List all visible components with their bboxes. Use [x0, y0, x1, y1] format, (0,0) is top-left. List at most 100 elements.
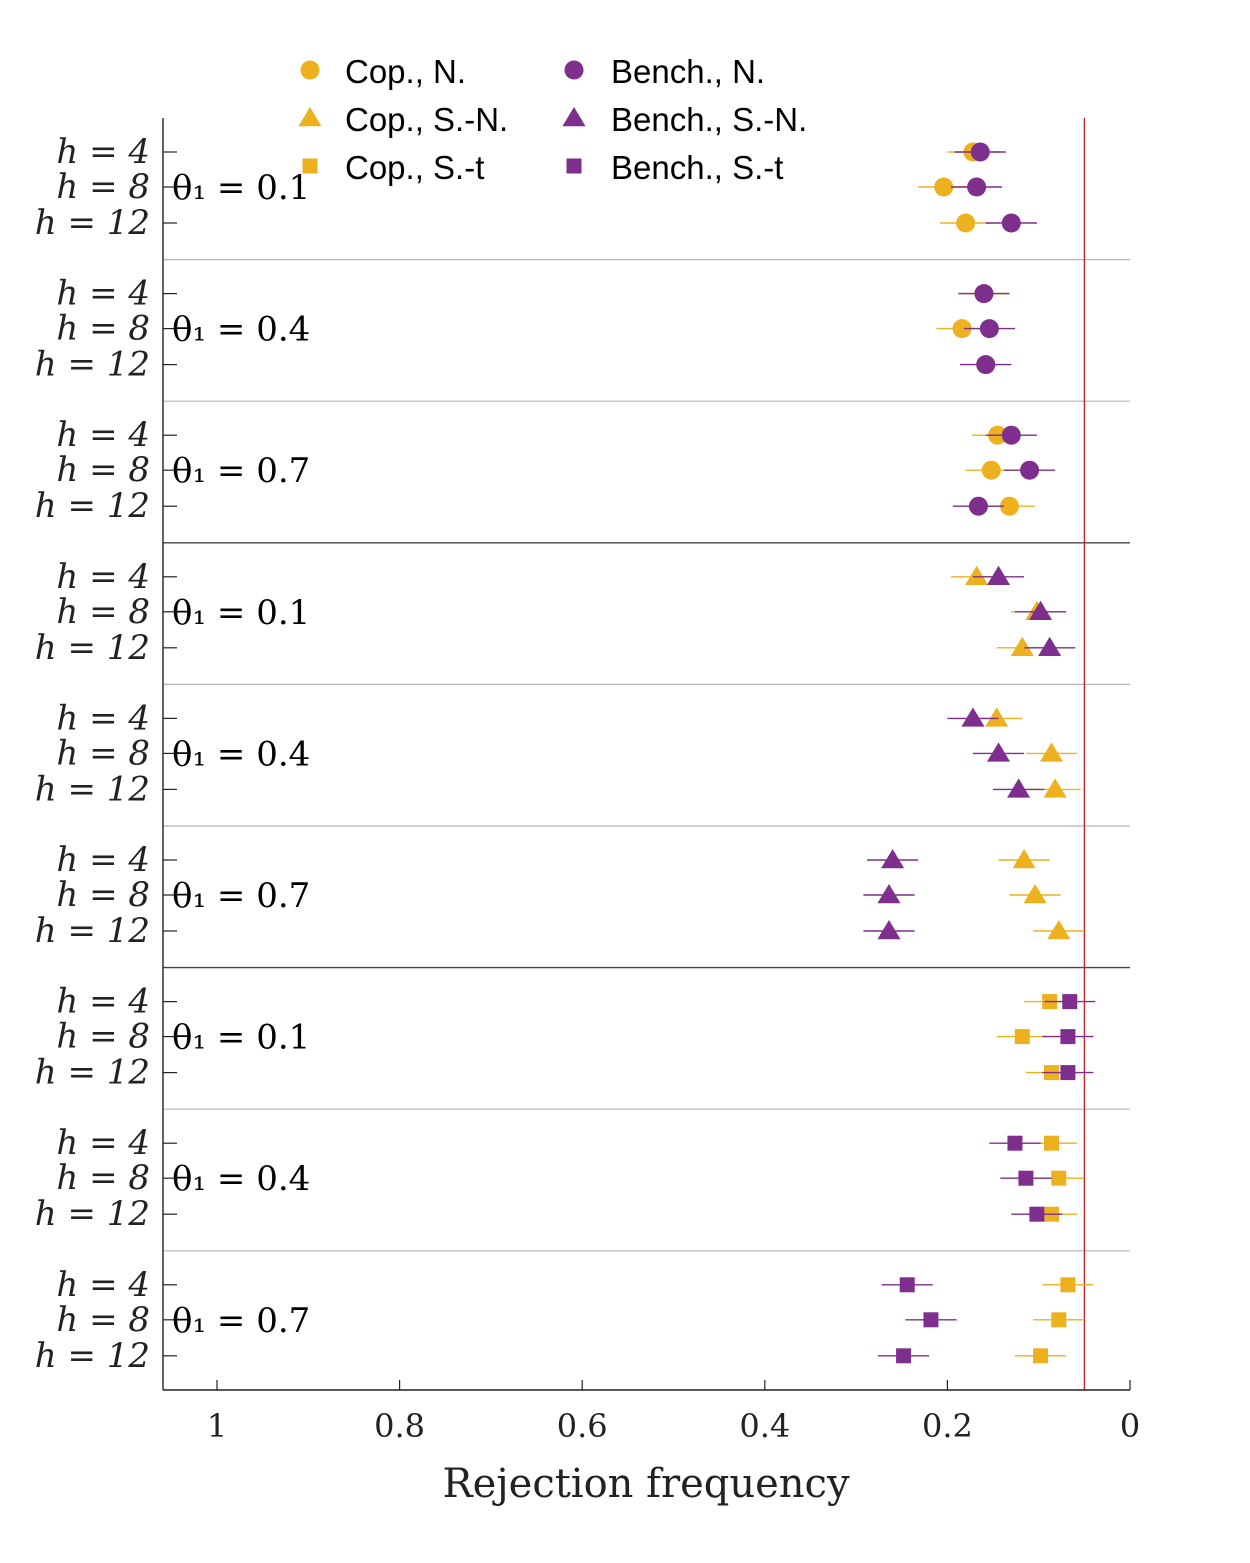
data-point	[952, 319, 972, 339]
legend-item: Bench., S.-t	[566, 149, 783, 186]
legend-item: Cop., S.-t	[302, 149, 484, 186]
y-tick-label: h = 12	[35, 911, 150, 951]
data-point	[1060, 1277, 1076, 1293]
data-point	[961, 707, 985, 727]
y-tick-label: h = 8	[56, 1017, 150, 1057]
data-point	[1023, 884, 1047, 904]
data-point	[956, 213, 976, 233]
y-tick-label: h = 12	[35, 345, 150, 385]
y-tick-label: h = 4	[56, 698, 150, 738]
y-tick-label: h = 4	[56, 132, 150, 172]
data-point	[968, 496, 988, 516]
data-point	[1043, 1135, 1059, 1151]
x-tick-label: 0	[1120, 1407, 1140, 1445]
legend-label: Bench., S.-t	[611, 149, 783, 186]
data-point	[965, 565, 989, 586]
data-point	[974, 284, 994, 304]
y-tick-label: h = 4	[56, 274, 150, 314]
panel	[989, 1135, 1085, 1222]
y-tick-label: h = 8	[56, 875, 150, 915]
data-point	[986, 742, 1011, 762]
y-tick-label: h = 8	[56, 1300, 150, 1340]
panel-separators	[163, 259, 1130, 1252]
data-point	[1039, 742, 1064, 762]
data-point	[1028, 600, 1053, 621]
y-tick-label: h = 12	[35, 1336, 150, 1376]
data-point	[1043, 778, 1067, 798]
legend-label: Bench., N.	[611, 53, 765, 90]
data-point	[1007, 1135, 1023, 1151]
legend-marker	[562, 107, 586, 127]
x-axis: 1 0.8 0.6 0.4 0.2 0	[163, 1380, 1140, 1445]
legend-item: Cop., N.	[300, 53, 466, 90]
data-point	[981, 460, 1001, 480]
x-tick-label: 0.8	[374, 1407, 425, 1445]
legend-marker	[300, 60, 320, 80]
y-tick-label: h = 4	[56, 557, 150, 597]
legend-marker	[298, 107, 322, 127]
theta-label: θ₁ = 0.7	[172, 451, 310, 491]
data-point	[1020, 460, 1040, 480]
data-point	[877, 884, 901, 904]
data-point	[877, 920, 901, 940]
y-tick-label: h = 8	[56, 309, 150, 349]
theta-label: θ₁ = 0.7	[172, 1301, 310, 1341]
y-tick-label: h = 8	[56, 167, 150, 207]
data-point	[1007, 778, 1031, 798]
theta-label: θ₁ = 0.1	[172, 168, 310, 208]
data-point	[1038, 636, 1062, 657]
panel	[947, 707, 1081, 798]
legend: Cop., N. Cop., S.-N. Cop., S.-t Bench., N. B…	[298, 53, 807, 186]
theta-label: θ₁ = 0.1	[172, 1018, 310, 1058]
x-tick-label: 1	[207, 1407, 227, 1445]
data-point	[999, 496, 1019, 516]
data-point	[967, 177, 987, 197]
data-point	[1060, 1065, 1076, 1081]
data-point	[1029, 1206, 1045, 1222]
theta-label: θ₁ = 0.4	[172, 310, 310, 350]
panel	[918, 142, 1037, 233]
data-point	[1018, 1170, 1034, 1186]
legend-label: Cop., N.	[345, 53, 466, 90]
theta-label: θ₁ = 0.7	[172, 876, 310, 916]
y-tick-label: h = 4	[56, 840, 150, 880]
data-point	[970, 142, 990, 162]
data-point	[986, 565, 1011, 586]
data-point	[1001, 213, 1021, 233]
panel	[863, 849, 1085, 940]
data-point	[976, 355, 996, 375]
y-tick-label: h = 4	[56, 1265, 150, 1305]
y-tick-label: h = 12	[35, 769, 150, 809]
data-point	[1060, 1029, 1076, 1045]
y-tick-label: h = 12	[35, 486, 150, 526]
data-marks	[863, 142, 1096, 1364]
y-tick-label: h = 4	[56, 415, 150, 455]
data-point	[899, 1277, 915, 1293]
data-point	[896, 1348, 912, 1364]
data-point	[985, 707, 1009, 727]
y-tick-label: h = 12	[35, 1053, 150, 1093]
y-tick-label: h = 8	[56, 592, 150, 632]
data-point	[881, 849, 905, 869]
theta-label: θ₁ = 0.4	[172, 1159, 310, 1199]
x-tick-label: 0.6	[557, 1407, 608, 1445]
data-point	[934, 177, 954, 197]
y-tick-label: h = 8	[56, 1158, 150, 1198]
data-point	[1047, 920, 1071, 940]
x-axis-title: Rejection frequency	[442, 1461, 849, 1507]
y-tick-label: h = 4	[56, 982, 150, 1022]
data-point	[1001, 425, 1021, 445]
x-tick-label: 0.2	[922, 1407, 973, 1445]
panel	[952, 425, 1056, 516]
theta-label: θ₁ = 0.4	[172, 734, 310, 774]
x-tick-label: 0.4	[739, 1407, 790, 1445]
panel	[996, 994, 1096, 1081]
data-point	[1051, 1312, 1067, 1328]
y-tick-label: h = 12	[35, 203, 150, 243]
y-tick-label: h = 8	[56, 733, 150, 773]
legend-marker	[564, 60, 584, 80]
data-point	[1033, 1348, 1049, 1364]
legend-marker	[302, 158, 318, 174]
